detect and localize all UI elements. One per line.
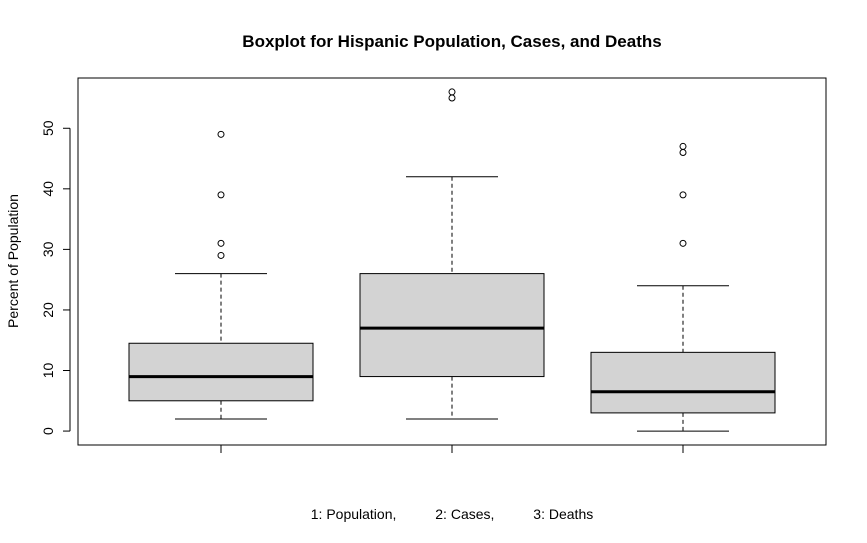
- y-tick-label: 50: [40, 120, 56, 136]
- iqr-box: [128, 342, 314, 402]
- x-axis: [220, 445, 684, 453]
- y-tick-label: 20: [40, 302, 56, 318]
- y-axis-label: Percent of Population: [5, 194, 21, 328]
- boxes-group: [128, 88, 776, 432]
- box-2: [359, 88, 545, 420]
- outlier-point: [448, 88, 456, 96]
- chart-title: Boxplot for Hispanic Population, Cases, …: [242, 32, 661, 51]
- iqr-box: [359, 273, 545, 378]
- iqr-box: [590, 351, 776, 414]
- outlier-point: [679, 148, 687, 156]
- y-tick-label: 0: [40, 427, 56, 435]
- x-subtitle: 1: Population, 2: Cases, 3: Deaths: [311, 506, 593, 522]
- outlier-point: [679, 142, 687, 150]
- y-tick-label: 30: [40, 241, 56, 257]
- outlier-point: [679, 239, 687, 247]
- y-tick-label: 10: [40, 363, 56, 379]
- outlier-point: [679, 191, 687, 199]
- outlier-point: [217, 191, 225, 199]
- outlier-point: [217, 251, 225, 259]
- box-3: [590, 142, 776, 432]
- y-axis: 0 10 20 30 40 50: [40, 120, 71, 435]
- y-tick-label: 40: [40, 181, 56, 197]
- outlier-point: [448, 94, 456, 102]
- outlier-point: [217, 239, 225, 247]
- plot-frame: [77, 77, 827, 446]
- box-1: [128, 130, 314, 420]
- outlier-point: [217, 130, 225, 138]
